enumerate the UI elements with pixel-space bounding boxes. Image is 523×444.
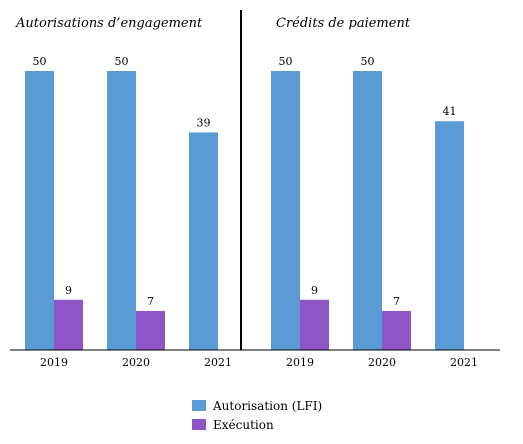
legend-label-lfi: Autorisation (LFI) [212, 399, 322, 413]
bar-lfi-2021 [189, 132, 218, 350]
panel-1: Autorisations d’engagement 50 9 2019 50 7 2020… [15, 16, 232, 369]
bar-lfi-2019 [271, 71, 300, 350]
data-label-lfi-2021: 39 [197, 116, 211, 129]
legend-swatch-lfi [192, 400, 206, 411]
bar-exec-2020 [382, 310, 411, 350]
panel-title: Autorisations d’engagement [15, 16, 203, 31]
x-tick-label: 2020 [368, 356, 396, 369]
legend-label-exec: Exécution [213, 418, 274, 432]
data-label-lfi-2020: 50 [361, 55, 375, 68]
data-label-lfi-2019: 50 [279, 55, 293, 68]
data-label-exec-2020: 7 [393, 295, 400, 308]
data-label-lfi-2020: 50 [115, 55, 129, 68]
x-tick-label: 2021 [450, 356, 478, 369]
x-tick-label: 2021 [204, 356, 232, 369]
bar-lfi-2020 [353, 71, 382, 350]
legend: Autorisation (LFI) Exécution [192, 399, 322, 432]
data-label-lfi-2019: 50 [33, 55, 47, 68]
data-label-exec-2020: 7 [147, 295, 154, 308]
panel-2: Crédits de paiement 50 9 2019 50 7 2020 41 2021 [271, 16, 478, 369]
data-label-lfi-2021: 41 [443, 105, 457, 118]
panel-title: Crédits de paiement [276, 16, 411, 31]
x-tick-label: 2020 [122, 356, 150, 369]
data-label-exec-2019: 9 [65, 284, 72, 297]
x-tick-label: 2019 [40, 356, 68, 369]
bar-exec-2019 [54, 299, 83, 350]
bar-lfi-2021 [435, 121, 464, 350]
bar-exec-2019 [300, 299, 329, 350]
legend-swatch-exec [192, 419, 206, 430]
bar-lfi-2020 [107, 71, 136, 350]
bar-lfi-2019 [25, 71, 54, 350]
data-label-exec-2019: 9 [311, 284, 318, 297]
bar-exec-2020 [136, 310, 165, 350]
x-tick-label: 2019 [286, 356, 314, 369]
